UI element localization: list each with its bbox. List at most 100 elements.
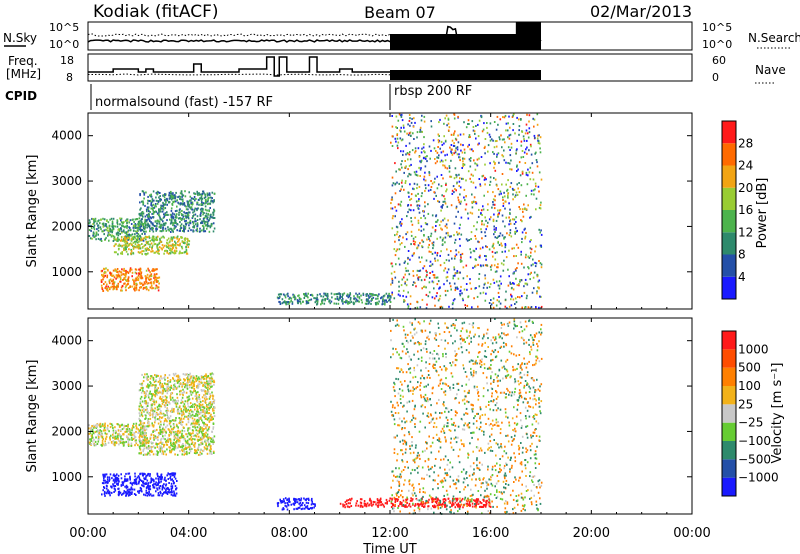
rti-cell xyxy=(136,238,138,241)
rti-cell xyxy=(143,422,146,425)
rti-cell xyxy=(492,306,495,309)
rti-cell xyxy=(143,392,146,395)
rti-cell xyxy=(195,397,197,400)
rti-cell xyxy=(124,430,127,433)
rti-cell xyxy=(119,280,122,283)
rti-cell xyxy=(184,204,186,207)
rti-cell xyxy=(97,233,99,236)
rti-cell xyxy=(139,244,141,247)
rti-cell xyxy=(190,393,193,396)
rti-cell xyxy=(400,139,403,142)
rti-cell xyxy=(467,119,470,122)
rti-cell xyxy=(182,215,185,218)
rti-cell xyxy=(162,437,165,440)
rti-cell xyxy=(428,291,431,294)
rti-cell xyxy=(128,429,130,432)
rti-cell xyxy=(139,434,141,437)
rti-cell xyxy=(160,480,162,483)
rti-cell xyxy=(209,450,212,453)
rti-cell xyxy=(460,233,463,236)
rti-cell xyxy=(408,195,410,198)
rti-cell xyxy=(518,129,520,132)
rti-cell xyxy=(508,305,511,308)
rti-cell xyxy=(526,113,528,116)
rti-cell xyxy=(202,411,204,413)
rti-cell xyxy=(202,190,205,193)
rti-cell xyxy=(129,431,131,434)
rti-cell xyxy=(464,208,467,211)
rti-cell xyxy=(201,201,203,204)
rti-cell xyxy=(407,250,410,252)
rti-cell xyxy=(145,240,148,243)
rti-cell xyxy=(454,286,457,289)
rti-cell xyxy=(132,252,135,255)
rti-cell xyxy=(174,453,176,456)
rti-cell xyxy=(168,401,170,404)
y-tick-label: 2000 xyxy=(51,219,82,233)
rti-cell xyxy=(206,223,209,226)
rti-cell xyxy=(124,282,126,285)
rti-cell xyxy=(161,398,163,400)
rti-cell xyxy=(182,230,184,232)
rti-cell xyxy=(130,436,133,439)
rti-cell xyxy=(115,232,118,235)
rti-cell xyxy=(136,476,139,479)
rti-cell xyxy=(193,192,195,195)
rti-cell xyxy=(165,419,167,422)
rti-cell xyxy=(425,293,428,296)
rti-cell xyxy=(112,433,114,436)
rti-cell xyxy=(138,251,141,254)
rti-cell xyxy=(148,225,151,228)
rti-cell xyxy=(193,445,196,448)
rti-cell xyxy=(212,439,214,442)
rti-cell xyxy=(144,282,146,285)
rti-cell xyxy=(156,393,158,396)
rti-cell xyxy=(367,302,370,305)
rti-cell xyxy=(164,203,167,206)
rti-cell xyxy=(398,263,401,266)
rti-cell xyxy=(111,225,114,228)
rti-cell xyxy=(509,149,511,151)
rti-cell xyxy=(192,222,195,225)
rti-cell xyxy=(117,474,120,477)
rti-cell xyxy=(106,227,109,229)
rti-cell xyxy=(441,143,444,146)
power-scatter xyxy=(88,113,543,310)
rti-cell xyxy=(523,285,525,288)
rti-cell xyxy=(165,431,167,434)
rti-cell xyxy=(388,292,390,295)
rti-cell xyxy=(179,390,181,393)
rti-cell xyxy=(409,183,411,186)
rti-cell xyxy=(174,221,176,224)
rti-cell xyxy=(150,441,152,444)
rti-cell xyxy=(159,426,161,429)
rti-cell xyxy=(453,132,455,135)
rti-cell xyxy=(194,414,197,417)
rti-cell xyxy=(208,402,211,405)
rti-cell xyxy=(209,396,211,398)
rti-cell xyxy=(162,220,164,223)
rti-cell xyxy=(206,410,208,413)
rti-cell xyxy=(136,232,138,235)
rti-cell xyxy=(520,140,523,143)
rti-cell xyxy=(135,430,137,433)
rti-cell xyxy=(461,151,464,154)
rti-cell xyxy=(440,305,443,308)
rti-cell xyxy=(431,182,434,185)
rti-cell xyxy=(494,199,496,202)
rti-cell xyxy=(116,236,119,239)
rti-cell xyxy=(209,378,212,381)
rti-cell xyxy=(390,141,392,144)
rti-cell xyxy=(298,296,301,299)
rti-cell xyxy=(525,231,527,234)
rti-cell xyxy=(496,266,498,269)
rti-cell xyxy=(210,418,212,421)
rti-cell xyxy=(192,435,195,437)
rti-cell xyxy=(138,408,140,411)
rti-cell xyxy=(436,254,438,257)
rti-cell xyxy=(97,433,100,436)
rti-cell xyxy=(493,264,496,267)
rti-cell xyxy=(109,438,111,441)
rti-cell xyxy=(173,448,176,451)
rti-cell xyxy=(515,221,517,223)
